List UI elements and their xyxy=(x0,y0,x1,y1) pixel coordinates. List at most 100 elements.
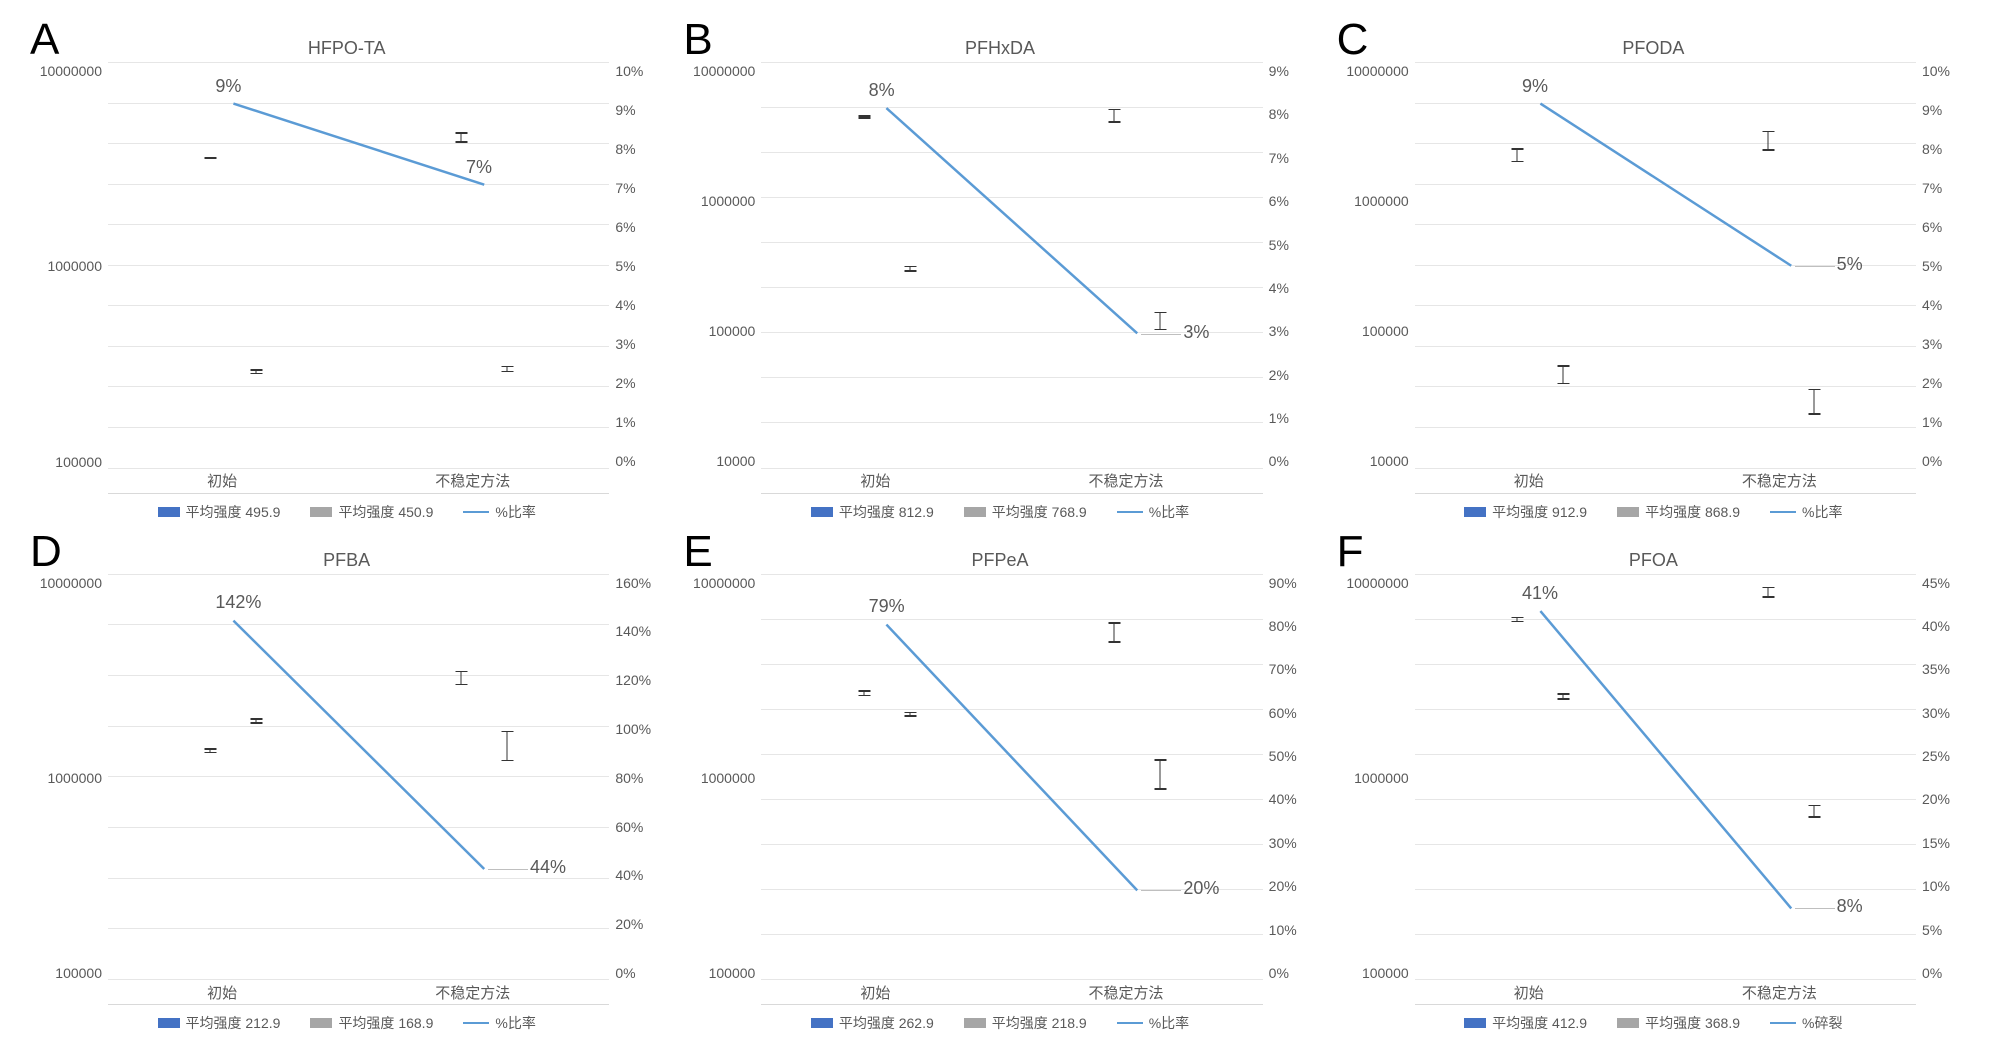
x-axis-labels: 初始 不稳定方法 xyxy=(761,980,1262,1004)
x-tick-label: 不稳定方法 xyxy=(1089,982,1164,1003)
legend-item: 平均强度 912.9 xyxy=(1464,502,1587,522)
pct-label: 8% xyxy=(1837,896,1863,917)
y-right-tick: 90% xyxy=(1269,575,1317,591)
legend-label: 平均强度 868.9 xyxy=(1645,502,1740,522)
y-right-tick: 0% xyxy=(1269,453,1317,469)
y-right-tick: 80% xyxy=(615,770,663,786)
ratio-line xyxy=(1415,575,1916,981)
pct-label: 7% xyxy=(466,157,492,178)
x-tick-label: 初始 xyxy=(1514,982,1544,1003)
pct-label: 5% xyxy=(1837,254,1863,275)
y-right-tick: 4% xyxy=(1922,297,1970,313)
y-right-tick: 2% xyxy=(1922,375,1970,391)
y-axis-left: 10000000100000010000010000 xyxy=(683,63,761,494)
legend-label: %比率 xyxy=(1149,1013,1189,1033)
legend-label: 平均强度 495.9 xyxy=(186,502,281,522)
chart-title: PFPeA xyxy=(683,550,1316,571)
y-axis-right: 90%80%70%60%50%40%30%20%10%0% xyxy=(1263,575,1317,1006)
y-right-tick: 9% xyxy=(1922,102,1970,118)
legend: 平均强度 412.9平均强度 368.9%碎裂 xyxy=(1337,1013,1970,1033)
legend-line-icon xyxy=(1117,511,1143,513)
legend-item: 平均强度 495.9 xyxy=(158,502,281,522)
y-right-tick: 4% xyxy=(1269,280,1317,296)
chart-title: HFPO-TA xyxy=(30,38,663,59)
y-right-tick: 8% xyxy=(615,141,663,157)
legend-item: %比率 xyxy=(463,1013,535,1033)
leader-line xyxy=(1141,890,1181,891)
y-right-tick: 50% xyxy=(1269,748,1317,764)
legend-item: %比率 xyxy=(463,502,535,522)
y-right-tick: 20% xyxy=(615,916,663,932)
y-right-tick: 7% xyxy=(1269,150,1317,166)
y-right-tick: 40% xyxy=(615,867,663,883)
y-left-tick: 100000 xyxy=(1337,965,1409,981)
y-left-tick: 1000000 xyxy=(1337,193,1409,209)
leader-line xyxy=(1141,334,1181,335)
pct-label: 9% xyxy=(1522,76,1548,97)
legend-item: %碎裂 xyxy=(1770,1013,1842,1033)
panel-letter: E xyxy=(683,527,712,577)
legend-label: 平均强度 212.9 xyxy=(186,1013,281,1033)
panel-A: AHFPO-TA1000000010000001000009%7%初始不稳定方法… xyxy=(30,20,663,522)
y-left-tick: 10000000 xyxy=(683,575,755,591)
y-right-tick: 45% xyxy=(1922,575,1970,591)
chart-title: PFHxDA xyxy=(683,38,1316,59)
y-right-tick: 20% xyxy=(1269,878,1317,894)
y-right-tick: 0% xyxy=(1922,453,1970,469)
pct-label: 3% xyxy=(1183,322,1209,343)
y-right-tick: 6% xyxy=(1922,219,1970,235)
leader-line xyxy=(1795,266,1835,267)
legend-swatch-icon xyxy=(158,1018,180,1028)
y-axis-right: 10%9%8%7%6%5%4%3%2%1%0% xyxy=(609,63,663,494)
y-right-tick: 100% xyxy=(615,721,663,737)
legend-line-icon xyxy=(1770,1022,1796,1024)
x-tick-label: 不稳定方法 xyxy=(1742,470,1817,491)
y-right-tick: 9% xyxy=(615,102,663,118)
legend-item: 平均强度 212.9 xyxy=(158,1013,281,1033)
y-right-tick: 3% xyxy=(1269,323,1317,339)
legend-label: 平均强度 368.9 xyxy=(1645,1013,1740,1033)
y-right-tick: 160% xyxy=(615,575,663,591)
x-tick-label: 不稳定方法 xyxy=(1742,982,1817,1003)
y-right-tick: 70% xyxy=(1269,661,1317,677)
y-left-tick: 10000 xyxy=(683,453,755,469)
legend-item: 平均强度 368.9 xyxy=(1617,1013,1740,1033)
y-right-tick: 10% xyxy=(1269,922,1317,938)
y-right-tick: 20% xyxy=(1922,791,1970,807)
legend-swatch-icon xyxy=(1464,507,1486,517)
y-left-tick: 100000 xyxy=(1337,323,1409,339)
y-right-tick: 0% xyxy=(1269,965,1317,981)
pct-label: 79% xyxy=(869,596,905,617)
legend-item: 平均强度 168.9 xyxy=(310,1013,433,1033)
y-axis-right: 9%8%7%6%5%4%3%2%1%0% xyxy=(1263,63,1317,494)
y-right-tick: 30% xyxy=(1269,835,1317,851)
y-right-tick: 0% xyxy=(615,965,663,981)
y-left-tick: 1000000 xyxy=(30,258,102,274)
pct-label: 142% xyxy=(215,592,261,613)
y-left-tick: 10000000 xyxy=(30,63,102,79)
panel-letter: C xyxy=(1337,15,1369,65)
y-right-tick: 6% xyxy=(615,219,663,235)
y-right-tick: 30% xyxy=(1922,705,1970,721)
legend: 平均强度 812.9平均强度 768.9%比率 xyxy=(683,502,1316,522)
legend-line-icon xyxy=(1770,511,1796,513)
legend-item: 平均强度 450.9 xyxy=(310,502,433,522)
y-axis-left: 100000001000000100000 xyxy=(1337,575,1415,1006)
pct-label: 20% xyxy=(1183,878,1219,899)
legend-swatch-icon xyxy=(1464,1018,1486,1028)
y-right-tick: 15% xyxy=(1922,835,1970,851)
legend-swatch-icon xyxy=(811,1018,833,1028)
leader-line xyxy=(1795,908,1835,909)
x-tick-label: 初始 xyxy=(860,982,890,1003)
y-right-tick: 40% xyxy=(1922,618,1970,634)
ratio-line xyxy=(108,63,609,469)
x-tick-label: 不稳定方法 xyxy=(435,470,510,491)
legend-swatch-icon xyxy=(964,507,986,517)
pct-label: 9% xyxy=(215,76,241,97)
y-right-tick: 5% xyxy=(615,258,663,274)
y-right-tick: 40% xyxy=(1269,791,1317,807)
y-right-tick: 2% xyxy=(615,375,663,391)
legend-label: %比率 xyxy=(1802,502,1842,522)
y-axis-left: 100000001000000100000 xyxy=(30,575,108,1006)
x-tick-label: 初始 xyxy=(860,470,890,491)
